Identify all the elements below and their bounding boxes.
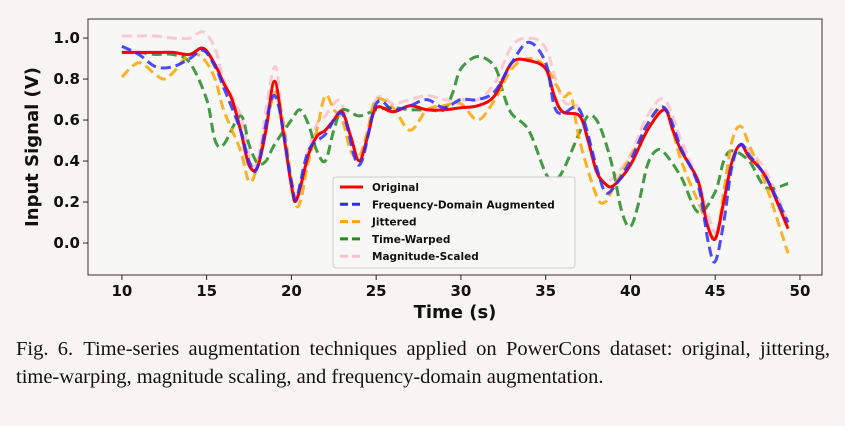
x-tick-label: 35	[535, 282, 556, 300]
series-line-magnitude-scaled	[121, 30, 790, 235]
y-axis-ticks: 0.0 0.2 0.4 0.6 0.8 1.0	[53, 29, 88, 252]
y-tick-label: 1.0	[53, 29, 80, 47]
x-axis-ticks: 10 15 20 25 30 35 40 45 50	[111, 275, 810, 300]
x-axis-label: Time (s)	[414, 302, 497, 323]
y-tick-label: 0.2	[53, 193, 80, 211]
legend-label: Time-Warped	[372, 234, 450, 246]
legend-label: Magnitude-Scaled	[372, 251, 479, 263]
series-line-original	[121, 46, 790, 242]
x-tick-label: 10	[111, 282, 132, 300]
figure-caption: Fig. 6. Time-series augmentation techniqu…	[16, 336, 830, 391]
y-tick-label: 0.4	[53, 152, 80, 170]
legend: Original Frequency-Domain Augmented Jitter…	[332, 176, 576, 269]
y-tick-label: 0.8	[53, 70, 80, 88]
x-tick-label: 30	[450, 282, 471, 300]
series-layer	[120, 30, 790, 264]
y-tick-label: 0.6	[53, 111, 80, 129]
line-chart: 10 15 20 25 30 35 40 45 50 0.0 0.2 0.4 0.6 0.8 1.0 Ti…	[22, 18, 823, 323]
x-tick-label: 15	[196, 282, 217, 300]
y-tick-label: 0.0	[53, 234, 80, 252]
x-tick-label: 45	[705, 282, 726, 300]
legend-label: Frequency-Domain Augmented	[372, 199, 555, 211]
y-axis-label: Input Signal (V)	[22, 67, 43, 227]
x-tick-label: 25	[366, 282, 387, 300]
legend-box	[332, 176, 576, 269]
caption-text: Time-series augmentation techniques appl…	[16, 338, 830, 388]
legend-label: Original	[372, 182, 419, 194]
series-line-jittered	[120, 52, 790, 254]
legend-label: Jittered	[371, 217, 416, 229]
series-line-frequency-domain-augmented	[121, 40, 790, 264]
series-line-time-warped	[121, 50, 789, 229]
caption-label: Fig. 6.	[16, 338, 74, 360]
x-tick-label: 40	[620, 282, 641, 300]
x-tick-label: 20	[281, 282, 302, 300]
x-tick-label: 50	[790, 282, 811, 300]
